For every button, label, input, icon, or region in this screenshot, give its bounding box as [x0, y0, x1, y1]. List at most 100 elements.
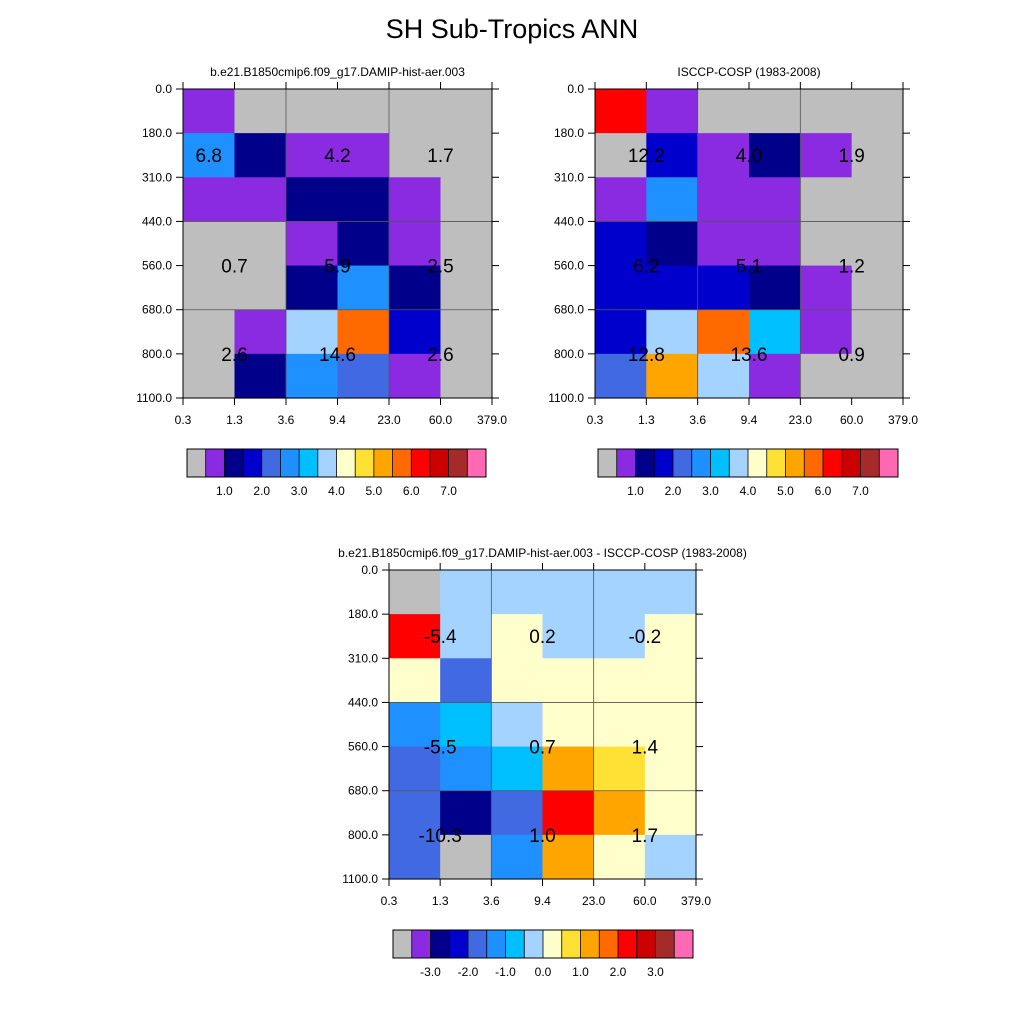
- value-label: -10.3: [419, 826, 462, 847]
- heatmap-cell: [646, 89, 699, 134]
- colorbar-box: [823, 449, 843, 477]
- colorbar-box: [429, 449, 450, 477]
- value-label: 1.4: [632, 738, 659, 759]
- y-tick-label: 440.0: [348, 695, 378, 709]
- y-tick-label: 560.0: [142, 259, 172, 273]
- heatmap-cell: [593, 702, 646, 748]
- heatmap-cell: [697, 309, 750, 355]
- colorbar-label: 3.0: [291, 484, 308, 498]
- colorbar-label: 4.0: [328, 484, 345, 498]
- page-title: SH Sub-Tropics ANN: [385, 14, 639, 44]
- colorbar-box: [616, 449, 636, 477]
- heatmap-cell: [593, 834, 646, 880]
- colorbar-box: [710, 449, 730, 477]
- heatmap-cell: [389, 746, 441, 792]
- colorbar-box: [261, 449, 281, 477]
- value-label: 14.6: [319, 345, 356, 366]
- y-tick-label: 680.0: [554, 303, 584, 317]
- colorbar-box: [729, 449, 749, 477]
- heatmap-cell: [183, 133, 236, 178]
- y-tick-label: 1100.0: [342, 872, 378, 886]
- heatmap-cell: [440, 702, 492, 748]
- heatmap-cell: [644, 790, 697, 836]
- x-tick-label: 23.0: [582, 894, 606, 908]
- heatmap-cell: [644, 834, 697, 880]
- colorbar-label: 3.0: [702, 484, 719, 498]
- colorbar-box: [691, 449, 711, 477]
- heatmap-cell: [800, 221, 853, 267]
- colorbar-box: [580, 930, 600, 958]
- y-tick-label: 310.0: [142, 170, 172, 184]
- heatmap-cell: [697, 177, 750, 223]
- heatmap-cell: [646, 177, 699, 223]
- heatmap-cell: [851, 89, 904, 134]
- heatmap-cell: [749, 89, 801, 134]
- value-label: 1.7: [632, 826, 658, 847]
- colorbar-label: 5.0: [777, 484, 794, 498]
- x-tick-label: 60.0: [429, 413, 453, 427]
- heatmap-cell: [646, 221, 699, 267]
- y-tick-label: 440.0: [554, 214, 584, 228]
- colorbar-box: [673, 449, 693, 477]
- heatmap-cell: [183, 309, 236, 355]
- heatmap-cell: [183, 221, 236, 267]
- value-label: 0.9: [838, 345, 864, 366]
- x-tick-label: 3.6: [483, 894, 500, 908]
- heatmap-cell: [440, 177, 493, 223]
- value-label: 12.2: [628, 146, 665, 167]
- heatmap-cell: [595, 309, 647, 355]
- colorbar-label: 1.0: [572, 965, 589, 979]
- heatmap-cell: [440, 309, 493, 355]
- heatmap-cell: [234, 265, 287, 311]
- x-tick-label: 379.0: [888, 413, 918, 427]
- heatmap-cell: [851, 177, 904, 223]
- colorbar-box: [748, 449, 768, 477]
- x-tick-label: 60.0: [840, 413, 864, 427]
- heatmap-cell: [389, 570, 441, 615]
- y-tick-label: 0.0: [361, 563, 378, 577]
- colorbar-label: 1.0: [216, 484, 233, 498]
- value-label: -0.2: [628, 627, 661, 648]
- value-label: 2.6: [221, 345, 247, 366]
- value-label: 4.2: [324, 146, 350, 167]
- colorbar-box: [224, 449, 244, 477]
- heatmap-cell: [234, 309, 287, 355]
- colorbar-frame: [186, 448, 487, 478]
- heatmap-cell: [440, 614, 492, 659]
- heatmap-cell: [749, 221, 801, 267]
- y-tick-label: 680.0: [142, 303, 172, 317]
- heatmap-cell: [286, 177, 339, 223]
- y-tick-label: 180.0: [348, 607, 378, 621]
- heatmap-cell: [749, 309, 801, 355]
- heatmap-cell: [800, 133, 853, 178]
- heatmap-cell: [491, 702, 544, 748]
- y-tick-label: 0.0: [567, 82, 584, 96]
- y-tick-label: 800.0: [554, 347, 584, 361]
- panel-title: ISCCP-COSP (1983-2008): [677, 65, 820, 79]
- heatmap-cell: [595, 265, 647, 311]
- colorbar-label: 5.0: [366, 484, 383, 498]
- colorbar-box: [841, 449, 861, 477]
- heatmap-cell: [337, 89, 390, 134]
- heatmap-cell: [183, 265, 236, 311]
- colorbar-box: [336, 449, 356, 477]
- heatmap-cell: [542, 834, 595, 880]
- heatmap-cell: [389, 834, 441, 880]
- colorbar-label: 2.0: [610, 965, 627, 979]
- value-label: 2.6: [427, 345, 453, 366]
- heatmap-cell: [440, 133, 493, 178]
- colorbar-label: 6.0: [403, 484, 420, 498]
- x-tick-label: 0.3: [175, 413, 192, 427]
- y-tick-label: 1100.0: [136, 391, 172, 405]
- y-tick-label: 560.0: [348, 740, 378, 754]
- colorbar-box: [486, 930, 506, 958]
- heatmap-cell: [234, 177, 287, 223]
- heatmap-cell: [389, 89, 442, 134]
- heatmap-cell: [851, 265, 904, 311]
- value-label: 1.7: [427, 146, 453, 167]
- colorbar-box: [618, 930, 638, 958]
- heatmap-cell: [234, 353, 287, 399]
- heatmap-cell: [491, 658, 544, 704]
- x-tick-label: 60.0: [633, 894, 657, 908]
- heatmap-cell: [644, 570, 697, 615]
